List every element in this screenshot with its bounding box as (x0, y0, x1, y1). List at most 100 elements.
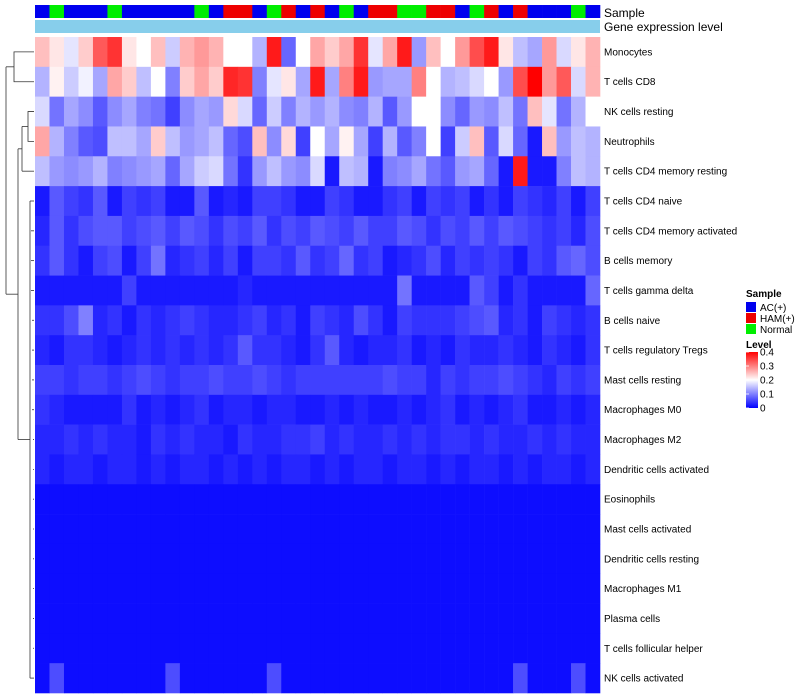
gene-expression-track-label: Gene expression level (604, 20, 723, 34)
heatmap-cell (455, 66, 470, 97)
heatmap-cell (455, 543, 470, 575)
heatmap-cell (310, 603, 326, 634)
heatmap-cell (194, 126, 210, 157)
heatmap-cell (237, 37, 253, 68)
heatmap-cell (49, 215, 65, 247)
heatmap-cell (411, 543, 427, 575)
heatmap-cell (63, 37, 79, 68)
heatmap-cell (266, 424, 282, 455)
heatmap-cell (368, 126, 383, 157)
heatmap-cell (266, 66, 282, 97)
heatmap-cell (150, 156, 166, 187)
heatmap-cell (223, 484, 239, 515)
heatmap-cell (35, 603, 50, 634)
heatmap-cell (281, 543, 297, 575)
heatmap-cell (556, 156, 572, 187)
heatmap-cell (397, 245, 412, 276)
heatmap-cell (281, 37, 297, 68)
heatmap-cell (469, 365, 485, 396)
heatmap-cell (92, 215, 108, 247)
heatmap-cell (324, 66, 340, 97)
heatmap-cell (542, 66, 557, 97)
heatmap-cell (353, 514, 369, 545)
heatmap-cell (208, 365, 224, 396)
heatmap-cell (556, 275, 572, 306)
heatmap-cell (397, 37, 412, 68)
heatmap-cell (63, 365, 79, 396)
heatmap-cell (165, 66, 181, 97)
heatmap-cell (107, 245, 123, 276)
heatmap-cell (208, 215, 224, 247)
heatmap-cell (252, 305, 268, 336)
heatmap-cell (527, 335, 543, 366)
heatmap-cell (324, 603, 340, 634)
heatmap-cell (382, 633, 398, 664)
heatmap-cell (556, 37, 572, 68)
heatmap-cell (63, 66, 79, 97)
heatmap-cell (223, 394, 239, 425)
heatmap-cell (455, 126, 470, 157)
heatmap-cell (585, 543, 601, 575)
sample-annotation-cell (469, 5, 485, 18)
heatmap-cell (63, 514, 79, 545)
heatmap-cell (208, 335, 224, 366)
heatmap-cell (527, 96, 543, 127)
heatmap-cell (252, 186, 268, 217)
heatmap-cell (498, 603, 514, 634)
heatmap-cell (556, 96, 572, 127)
heatmap-cell (527, 663, 543, 694)
heatmap-cell (92, 543, 108, 575)
row-label: Macrophages M0 (604, 405, 682, 416)
heatmap-cell (35, 96, 50, 127)
heatmap-cell (150, 394, 166, 425)
sample-annotation-cell (426, 5, 441, 18)
heatmap-cell (223, 543, 239, 575)
heatmap-cell (368, 96, 383, 127)
heatmap-cell (179, 394, 195, 425)
heatmap-cell (49, 96, 65, 127)
heatmap-cell (353, 424, 369, 455)
sample-annotation-cell (281, 5, 297, 18)
heatmap-cell (310, 484, 326, 515)
heatmap-cell (208, 394, 224, 425)
heatmap-cell (310, 215, 326, 247)
heatmap-cell (513, 96, 528, 127)
heatmap-cell (324, 245, 340, 276)
heatmap-cell (295, 484, 311, 515)
heatmap-cell (397, 424, 412, 455)
heatmap-cell (252, 37, 268, 68)
heatmap-cell (513, 126, 528, 157)
heatmap-cell (150, 245, 166, 276)
heatmap-cell (368, 603, 383, 634)
heatmap-cell (49, 126, 65, 157)
heatmap-cell (237, 543, 253, 575)
heatmap-cell (252, 275, 268, 306)
heatmap-cell (310, 663, 326, 694)
heatmap-cell (339, 66, 355, 97)
legend-sample-entries: AC(+)HAM(+)Normal (746, 302, 795, 336)
gene-expression-annotation-bar (35, 20, 600, 33)
heatmap-cell (484, 573, 499, 604)
heatmap-cell (63, 603, 79, 634)
heatmap-cell (150, 424, 166, 455)
heatmap-cell (469, 573, 485, 604)
heatmap-cell (556, 66, 572, 97)
heatmap-cell (237, 573, 253, 604)
heatmap-cell (78, 484, 94, 515)
heatmap-cell (165, 663, 181, 694)
sample-annotation-cell (527, 5, 543, 18)
heatmap-cell (208, 245, 224, 276)
heatmap-cell (281, 365, 297, 396)
heatmap-cell (469, 275, 485, 306)
heatmap-cell (542, 514, 557, 545)
heatmap-cell (310, 335, 326, 366)
heatmap-cell (310, 96, 326, 127)
heatmap-cell (324, 543, 340, 575)
heatmap-cell (295, 633, 311, 664)
heatmap-cell (498, 245, 514, 276)
heatmap-cell (339, 37, 355, 68)
heatmap-cell (92, 514, 108, 545)
heatmap-cell (484, 275, 499, 306)
heatmap-cell (469, 335, 485, 366)
heatmap-cell (498, 633, 514, 664)
